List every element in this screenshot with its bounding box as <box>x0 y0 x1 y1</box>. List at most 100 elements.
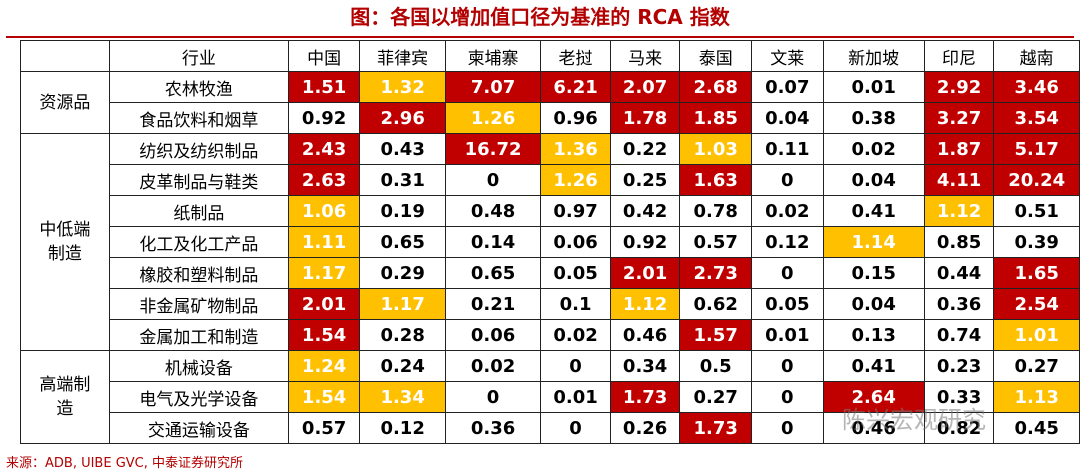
value-cell: 0 <box>751 381 824 413</box>
industry-cell: 电气及光学设备 <box>108 381 289 413</box>
value-cell: 2.68 <box>679 71 752 103</box>
column-header-country: 柬埔寨 <box>444 40 542 72</box>
category-cell: 中低端 制造 <box>20 133 110 351</box>
value-cell: 1.06 <box>287 195 361 227</box>
value-cell: 2.01 <box>287 288 361 320</box>
value-cell: 0.41 <box>822 350 925 382</box>
value-cell: 1.01 <box>993 319 1080 351</box>
value-cell: 0.41 <box>822 195 925 227</box>
value-cell: 0.27 <box>993 350 1080 382</box>
value-cell: 2.01 <box>609 257 681 289</box>
column-header-country: 老挝 <box>540 40 611 72</box>
value-cell: 0.57 <box>679 226 752 258</box>
industry-cell: 纸制品 <box>108 195 289 227</box>
value-cell: 0.19 <box>359 195 446 227</box>
value-cell: 0 <box>444 381 542 413</box>
value-cell: 2.96 <box>359 102 446 134</box>
value-cell: 1.73 <box>679 412 752 444</box>
value-cell: 0.1 <box>540 288 611 320</box>
value-cell: 6.21 <box>540 71 611 103</box>
value-cell: 0.48 <box>444 195 542 227</box>
value-cell: 0.02 <box>751 195 824 227</box>
value-cell: 0.46 <box>822 412 925 444</box>
value-cell: 0.06 <box>444 319 542 351</box>
value-cell: 1.17 <box>359 288 446 320</box>
value-cell: 0.65 <box>444 257 542 289</box>
value-cell: 1.12 <box>609 288 681 320</box>
industry-cell: 食品饮料和烟草 <box>108 102 289 134</box>
value-cell: 1.03 <box>679 133 752 165</box>
table-row: 橡胶和塑料制品 1.17 0.29 0.65 0.05 2.01 2.73 0 0.15 0.44… <box>21 257 1080 289</box>
value-cell: 0.02 <box>444 350 542 382</box>
column-header-country: 中国 <box>287 40 361 72</box>
value-cell: 2.07 <box>609 71 681 103</box>
value-cell: 0.42 <box>609 195 681 227</box>
value-cell: 2.54 <box>993 288 1080 320</box>
title-rule <box>6 36 1074 38</box>
value-cell: 1.51 <box>287 71 361 103</box>
column-header-country: 越南 <box>993 40 1080 72</box>
value-cell: 0.39 <box>993 226 1080 258</box>
value-cell: 1.12 <box>923 195 995 227</box>
corner-cell <box>20 40 110 72</box>
value-cell: 1.14 <box>822 226 925 258</box>
rca-table: 行业 中国 菲律宾 柬埔寨 老挝 马来 泰国 文莱 新加坡 印尼 越南 资源品 农林牧渔 1.51 1.3… <box>20 40 1080 444</box>
value-cell: 1.85 <box>679 102 752 134</box>
category-cell: 资源品 <box>20 71 110 134</box>
value-cell: 0.05 <box>540 257 611 289</box>
column-header-country: 马来 <box>609 40 681 72</box>
value-cell: 0.74 <box>923 319 995 351</box>
value-cell: 0.92 <box>287 102 361 134</box>
value-cell: 0.36 <box>444 412 542 444</box>
value-cell: 0.04 <box>822 164 925 196</box>
value-cell: 0.13 <box>822 319 925 351</box>
industry-cell: 非金属矿物制品 <box>108 288 289 320</box>
value-cell: 1.24 <box>287 350 361 382</box>
value-cell: 3.46 <box>993 71 1080 103</box>
value-cell: 0.45 <box>993 412 1080 444</box>
value-cell: 1.34 <box>359 381 446 413</box>
column-header-country: 印尼 <box>923 40 995 72</box>
value-cell: 0.5 <box>679 350 752 382</box>
value-cell: 0.07 <box>751 71 824 103</box>
value-cell: 0 <box>751 257 824 289</box>
header-row: 行业 中国 菲律宾 柬埔寨 老挝 马来 泰国 文莱 新加坡 印尼 越南 <box>20 40 1080 72</box>
value-cell: 2.64 <box>822 381 925 413</box>
industry-cell: 化工及化工产品 <box>108 226 289 258</box>
industry-cell: 机械设备 <box>108 350 289 382</box>
value-cell: 0.92 <box>609 226 681 258</box>
value-cell: 0.01 <box>751 319 824 351</box>
value-cell: 0.22 <box>609 133 681 165</box>
value-cell: 0.12 <box>359 412 446 444</box>
value-cell: 0 <box>751 412 824 444</box>
value-cell: 0.78 <box>679 195 752 227</box>
value-cell: 1.54 <box>287 381 361 413</box>
value-cell: 4.11 <box>923 164 995 196</box>
value-cell: 1.57 <box>679 319 752 351</box>
value-cell: 0.44 <box>923 257 995 289</box>
value-cell: 0.28 <box>359 319 446 351</box>
value-cell: 0.05 <box>751 288 824 320</box>
industry-cell: 交通运输设备 <box>108 412 289 444</box>
value-cell: 0.01 <box>822 71 925 103</box>
value-cell: 1.87 <box>923 133 995 165</box>
value-cell: 0.57 <box>287 412 361 444</box>
table-row: 食品饮料和烟草 0.92 2.96 1.26 0.96 1.78 1.85 0.04 0.38 3… <box>21 102 1080 134</box>
value-cell: 0 <box>540 350 611 382</box>
value-cell: 0.31 <box>359 164 446 196</box>
table-row: 资源品 农林牧渔 1.51 1.32 7.07 6.21 2.07 2.68 0.07 0.01 2… <box>20 71 1080 134</box>
value-cell: 1.63 <box>679 164 752 196</box>
value-cell: 0.33 <box>923 381 995 413</box>
value-cell: 16.72 <box>444 133 542 165</box>
value-cell: 2.92 <box>923 71 995 103</box>
table-row: 皮革制品与鞋类 2.63 0.31 0 1.26 0.25 1.63 0 0.04 4.11 20.… <box>21 164 1080 196</box>
value-cell: 0.85 <box>923 226 995 258</box>
industry-cell: 皮革制品与鞋类 <box>108 164 289 196</box>
value-cell: 1.11 <box>287 226 361 258</box>
value-cell: 2.63 <box>287 164 361 196</box>
column-header-country: 文莱 <box>751 40 824 72</box>
value-cell: 0.51 <box>993 195 1080 227</box>
value-cell: 0.06 <box>540 226 611 258</box>
value-cell: 0.04 <box>822 288 925 320</box>
value-cell: 0.15 <box>822 257 925 289</box>
